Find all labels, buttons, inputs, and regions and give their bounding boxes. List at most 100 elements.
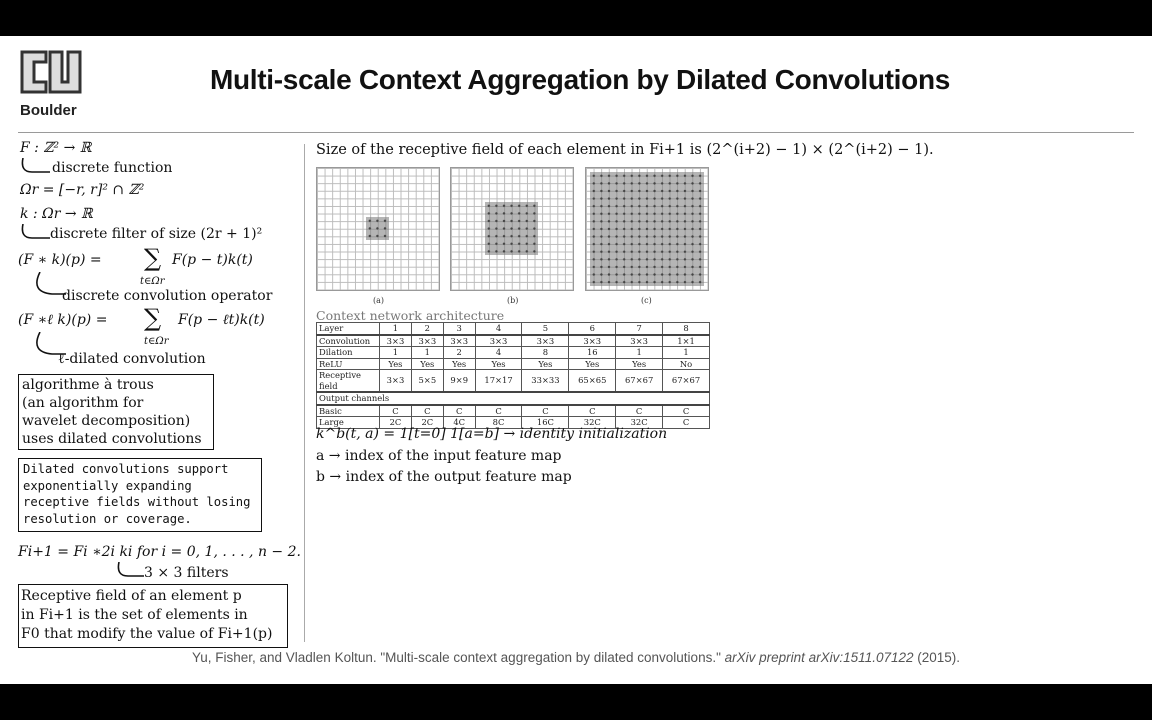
atrous-line: wavelet decomposition) xyxy=(22,413,191,429)
dilation-grid-b xyxy=(450,167,574,291)
table-row: Convolution 3×3 3×3 3×3 3×3 3×3 3×3 3×3 1×1 xyxy=(316,333,710,347)
table-cell: 1 xyxy=(410,346,444,359)
table-cell: Yes xyxy=(568,357,617,370)
support-line: receptive fields without losing xyxy=(23,495,251,510)
table-cell: 33×33 xyxy=(521,369,570,393)
atrous-line: (an algorithm for xyxy=(22,395,144,411)
context-network-table-body: Layer 1 2 3 4 5 6 7 8 Convolution 3×3 3×3 3×3 3×3 3×3 3… xyxy=(316,322,710,429)
dconv-rhs: F(p − ℓt)k(t) xyxy=(178,312,265,328)
output-channels-label: Output channels xyxy=(316,391,710,405)
table-cell: C xyxy=(568,403,617,417)
index-b-line: b → index of the output feature map xyxy=(316,469,572,485)
table-cell: 1 xyxy=(379,346,412,359)
cu-logo-icon xyxy=(20,50,82,94)
figure-caption-a: (a) xyxy=(373,296,385,305)
table-header-row: Layer 1 2 3 4 5 6 7 8 xyxy=(316,322,710,335)
receptive-line: Receptive field of an element p xyxy=(21,588,242,604)
table-cell: 3×3 xyxy=(410,333,444,347)
table-cell: C xyxy=(410,403,444,417)
table-cell: Yes xyxy=(474,357,523,370)
table-cell: 1 xyxy=(615,346,664,359)
table-cell: No xyxy=(662,357,710,370)
identity-init-text: k^b(t, a) = 1[t=0] 1[a=b] → identity ini… xyxy=(316,426,668,442)
hook-arrow-icon xyxy=(21,158,50,173)
table-cell: ReLU xyxy=(316,357,380,370)
conv-lhs: (F ∗ k)(p) = xyxy=(18,252,102,268)
table-row: Dilation 1 1 2 4 8 16 1 1 xyxy=(316,346,710,359)
atrous-box: algorithme à trous (an algorithm for wav… xyxy=(18,374,214,450)
table-cell: 2C xyxy=(410,416,444,429)
table-cell: Receptive field xyxy=(316,369,380,393)
hook-arrow-icon xyxy=(117,562,144,577)
support-line: exponentially expanding xyxy=(23,478,192,493)
table-cell: Layer xyxy=(316,322,380,335)
recurrence-note: 3 × 3 filters xyxy=(144,565,229,581)
table-cell: Dilation xyxy=(316,346,380,359)
context-network-table: Layer 1 2 3 4 5 6 7 8 Convolution 3×3 3×3 3×3 3×3 3×3 3… xyxy=(316,322,710,429)
table-cell: 2C xyxy=(379,416,412,429)
table-cell: 3×3 xyxy=(474,333,523,347)
support-line: Dilated convolutions support xyxy=(23,462,229,476)
table-cell: 32C xyxy=(568,416,617,429)
table-cell: 2 xyxy=(442,346,476,359)
figure-caption-c: (c) xyxy=(641,296,652,305)
context-network-title: Context network architecture xyxy=(316,308,505,323)
dconv-sum-subscript: t∈Ωr xyxy=(144,336,169,347)
table-cell: C xyxy=(442,403,476,417)
table-cell: Yes xyxy=(379,357,412,370)
table-cell: C xyxy=(474,403,523,417)
f-note: discrete function xyxy=(52,160,173,176)
table-cell: 7 xyxy=(615,322,664,335)
receptive-field-15x15 xyxy=(590,172,704,286)
table-cell: 8 xyxy=(521,346,570,359)
omega-definition: Ωr = [−r, r]² ∩ ℤ² xyxy=(20,182,145,198)
table-section-row: Output channels xyxy=(316,391,710,405)
table-cell: 3×3 xyxy=(521,333,570,347)
table-row: Receptive field 3×3 5×5 9×9 17×17 33×33 65×65 6… xyxy=(316,369,710,393)
table-cell: 17×17 xyxy=(474,369,523,393)
index-a-line: a → index of the input feature map xyxy=(316,448,562,464)
table-cell: 1 xyxy=(379,322,412,335)
table-cell: 16C xyxy=(521,416,570,429)
table-cell: 65×65 xyxy=(568,369,617,393)
table-cell: C xyxy=(521,403,570,417)
recurrence-formula: Fi+1 = Fi ∗2i ki for i = 0, 1, . . . , n… xyxy=(18,544,301,560)
receptive-field-3x3 xyxy=(366,217,389,240)
cu-boulder-logo: Boulder xyxy=(18,44,84,122)
table-cell: 8 xyxy=(662,322,710,335)
dconv-sum-symbol: ∑ xyxy=(144,304,162,332)
conv-note: discrete convolution operator xyxy=(62,288,273,304)
table-cell: 6 xyxy=(568,322,617,335)
table-cell: Convolution xyxy=(316,333,380,347)
receptive-line: in Fi+1 is the set of elements in xyxy=(21,607,248,623)
column-divider xyxy=(304,144,305,642)
table-cell: Yes xyxy=(442,357,476,370)
conv-sum-symbol: ∑ xyxy=(144,244,162,272)
table-cell: Basic xyxy=(316,403,380,417)
table-cell: 3×3 xyxy=(442,333,476,347)
hook-arrow-icon xyxy=(36,272,66,295)
table-cell: 1 xyxy=(662,346,710,359)
table-cell: C xyxy=(379,403,412,417)
receptive-size-line: Size of the receptive field of each elem… xyxy=(316,142,934,158)
receptive-field-box: Receptive field of an element p in Fi+1 … xyxy=(18,584,288,648)
title-divider xyxy=(18,132,1134,133)
table-cell: Yes xyxy=(521,357,570,370)
k-note: discrete filter of size (2r + 1)² xyxy=(50,226,263,242)
citation-venue: arXiv preprint arXiv:1511.07122 xyxy=(724,650,914,665)
table-cell: 4C xyxy=(442,416,476,429)
hook-arrow-icon xyxy=(21,224,50,239)
dconv-note: ℓ-dilated convolution xyxy=(58,351,206,367)
table-cell: 8C xyxy=(474,416,523,429)
citation-authors: Yu, Fisher, and Vladlen Koltun. "Multi-s… xyxy=(191,650,725,665)
dilated-support-box: Dilated convolutions support exponential… xyxy=(18,458,262,532)
atrous-line: algorithme à trous xyxy=(22,377,154,393)
table-cell: 3×3 xyxy=(568,333,617,347)
table-cell: C xyxy=(662,403,710,417)
dconv-lhs: (F ∗ℓ k)(p) = xyxy=(18,312,108,328)
hook-arrow-icon xyxy=(36,332,66,355)
slide-title: Multi-scale Context Aggregation by Dilat… xyxy=(209,64,951,95)
k-definition: k : Ωr → ℝ xyxy=(20,206,93,222)
table-cell: 5×5 xyxy=(410,369,444,393)
table-cell: 3 xyxy=(442,322,476,335)
